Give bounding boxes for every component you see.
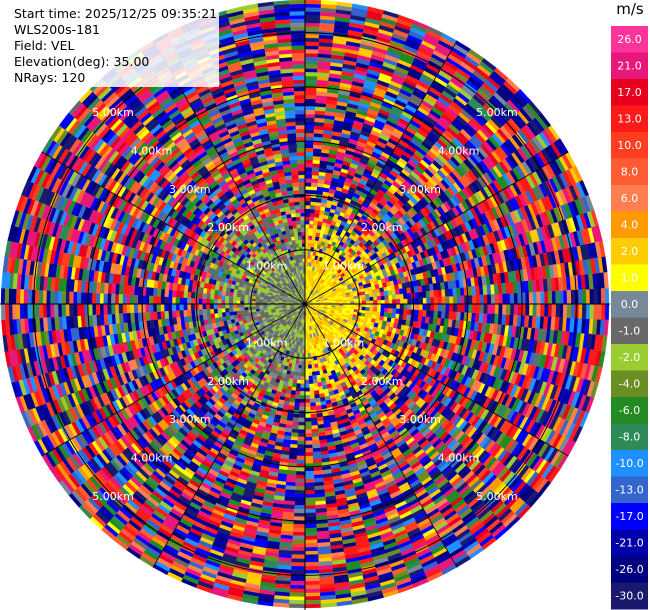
- scan-info: Start time: 2025/12/25 09:35:21 WLS200s-…: [12, 5, 220, 87]
- range-ring-label: 5.00km: [476, 106, 518, 119]
- range-rings: [33, 32, 577, 576]
- colorbar-unit: m/s: [616, 0, 644, 18]
- range-ring-label: 2.00km: [361, 375, 403, 388]
- range-ring-label: 1.00km: [246, 336, 288, 349]
- range-ring: [250, 249, 360, 359]
- azimuth-line: [41, 303, 306, 457]
- range-ring: [33, 32, 577, 576]
- range-ring-label: 4.00km: [438, 452, 480, 465]
- range-ring-label: 1.00km: [323, 260, 365, 273]
- range-ring: [195, 194, 415, 414]
- start-time: Start time: 2025/12/25 09:35:21: [14, 6, 218, 21]
- range-ring-label: 4.00km: [131, 452, 173, 465]
- range-ring-label: 1.00km: [323, 336, 365, 349]
- range-ring-label: 2.00km: [207, 221, 249, 234]
- azimuth-line: [304, 151, 569, 305]
- range-ring-label: 2.00km: [361, 221, 403, 234]
- field-name: Field: VEL: [14, 38, 75, 53]
- azimuth-line: [304, 40, 458, 305]
- nrays: NRays: 120: [14, 70, 86, 85]
- range-ring-label: 5.00km: [476, 490, 518, 503]
- range-ring-label: 3.00km: [169, 183, 211, 196]
- instrument-name: WLS200s-181: [14, 22, 100, 37]
- range-ring-label: 2.00km: [207, 375, 249, 388]
- azimuth-line: [152, 303, 306, 568]
- range-ring-label: 3.00km: [399, 183, 441, 196]
- elevation: Elevation(deg): 35.00: [14, 54, 150, 69]
- range-ring-label: 3.00km: [169, 413, 211, 426]
- range-ring-label: 5.00km: [92, 490, 134, 503]
- range-ring-label: 1.00km: [246, 260, 288, 273]
- range-ring-labels: 1.00km 1.00km 1.00km 1.00km 2.00km 2.00km 2.00…: [92, 106, 517, 503]
- range-ring: [141, 140, 469, 468]
- range-ring-label: 4.00km: [438, 145, 480, 158]
- azimuth-line: [41, 151, 306, 305]
- azimuth-line: [304, 303, 569, 457]
- range-ring: [87, 86, 523, 522]
- azimuth-line: [304, 303, 458, 568]
- range-ring-label: 3.00km: [399, 413, 441, 426]
- range-ring-label: 4.00km: [131, 145, 173, 158]
- range-ring-label: 5.00km: [92, 106, 134, 119]
